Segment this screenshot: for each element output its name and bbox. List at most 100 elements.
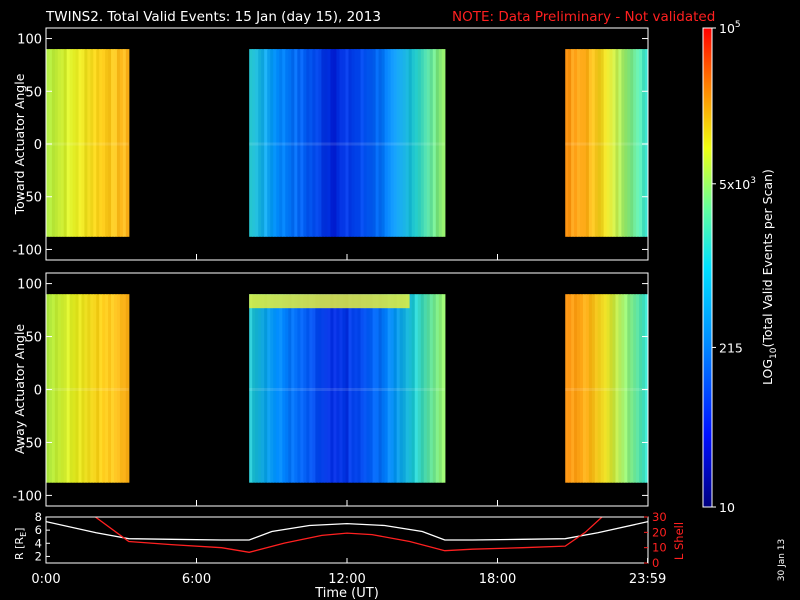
heat-stripe <box>633 49 637 237</box>
heat-stripe <box>402 294 407 483</box>
heat-stripe <box>54 294 59 483</box>
heat-stripe <box>306 294 310 483</box>
time-tick-label: 18:00 <box>479 572 516 587</box>
heat-stripe <box>297 49 301 237</box>
heat-stripe <box>369 49 374 237</box>
heat-stripe <box>603 49 608 237</box>
heat-stripe <box>402 49 407 237</box>
y-tick-label: -100 <box>12 489 42 504</box>
heat-stripe <box>582 49 587 237</box>
heat-stripe <box>99 294 103 483</box>
heat-stripe <box>612 49 617 237</box>
preliminary-note: NOTE: Data Preliminary - Not validated <box>452 9 715 25</box>
heat-stripe <box>273 294 277 483</box>
heat-stripe <box>348 49 353 237</box>
heat-stripe <box>46 294 50 483</box>
heat-stripe <box>105 294 109 483</box>
y-tick-label: -100 <box>12 243 42 258</box>
away-ylabel: Away Actuator Angle <box>12 324 27 455</box>
heat-stripe <box>618 294 622 483</box>
heat-stripe <box>51 294 56 483</box>
heat-stripe <box>426 294 431 483</box>
heat-stripe <box>429 49 434 237</box>
heat-stripe <box>125 294 130 483</box>
heat-stripe <box>630 294 634 483</box>
heat-stripe <box>111 49 115 237</box>
heat-stripe <box>285 49 289 237</box>
toward-heatmap <box>46 49 648 237</box>
heat-stripe <box>273 49 277 237</box>
x-axis-label: Time (UT) <box>314 586 379 600</box>
heat-stripe <box>69 49 74 237</box>
heat-stripe <box>119 49 124 237</box>
heat-stripe <box>354 49 359 237</box>
heat-stripe <box>387 294 392 483</box>
zero-band <box>46 388 129 391</box>
heat-stripe <box>282 294 286 483</box>
heat-stripe <box>600 49 605 237</box>
heat-stripe <box>399 294 404 483</box>
heat-stripe <box>378 294 383 483</box>
heat-stripe <box>252 49 256 237</box>
heat-stripe <box>318 294 323 483</box>
heat-stripe <box>113 294 118 483</box>
heat-stripe <box>630 49 634 237</box>
heat-stripe <box>633 294 637 483</box>
orbit-lines <box>46 517 648 553</box>
heat-stripe <box>390 294 395 483</box>
heat-stripe <box>375 294 380 483</box>
heat-stripe <box>291 294 295 483</box>
heat-stripe <box>636 49 640 237</box>
heat-stripe <box>372 294 377 483</box>
date-stamp: 30 Jan 13 <box>777 539 787 582</box>
heat-stripe <box>339 294 344 483</box>
radius-line <box>46 520 648 541</box>
heat-stripe <box>255 294 259 483</box>
heat-stripe <box>321 49 326 237</box>
heat-stripe <box>108 294 112 483</box>
heat-stripe <box>408 294 413 483</box>
heat-stripe <box>615 294 620 483</box>
y-tick-label: -50 <box>21 436 42 451</box>
heat-stripe <box>342 294 347 483</box>
heat-stripe <box>264 294 268 483</box>
heat-stripe <box>318 49 323 237</box>
heat-stripe <box>378 49 383 237</box>
heat-stripe <box>122 294 127 483</box>
heat-stripe <box>93 294 97 483</box>
heat-stripe <box>381 294 386 483</box>
heat-stripe <box>360 49 365 237</box>
away-heatmap <box>46 294 648 483</box>
heat-stripe <box>645 294 648 483</box>
lshell-axis-label: L Shell <box>672 522 686 560</box>
heat-stripe <box>606 294 611 483</box>
heat-stripe <box>116 49 121 237</box>
colorbar-gradient <box>703 28 712 507</box>
heat-stripe <box>306 49 310 237</box>
heat-stripe <box>351 294 356 483</box>
heat-stripe <box>312 294 316 483</box>
heat-stripe <box>288 294 292 483</box>
time-tick-label: 12:00 <box>328 572 365 587</box>
heat-stripe <box>60 294 65 483</box>
heat-stripe <box>63 294 68 483</box>
heat-stripe <box>384 294 389 483</box>
heat-stripe <box>267 49 271 237</box>
away-y-axis: 100 50 0 -50 -100 <box>12 278 649 506</box>
heat-stripe <box>342 49 347 237</box>
heat-stripe <box>438 294 443 483</box>
heat-stripe <box>267 294 271 483</box>
heat-stripe <box>125 49 130 237</box>
heat-stripe <box>105 49 109 237</box>
heat-stripe <box>327 49 332 237</box>
heat-stripe <box>396 49 401 237</box>
lshell-line <box>94 517 603 553</box>
heat-stripe <box>420 49 425 237</box>
heat-stripe <box>606 49 611 237</box>
toward-panel: 100 50 0 -50 -100 Toward Actuator Angle <box>12 27 649 261</box>
heat-stripe <box>591 49 596 237</box>
heat-stripe <box>420 294 425 483</box>
heat-stripe <box>270 294 274 483</box>
time-tick-label: 6:00 <box>182 572 211 587</box>
